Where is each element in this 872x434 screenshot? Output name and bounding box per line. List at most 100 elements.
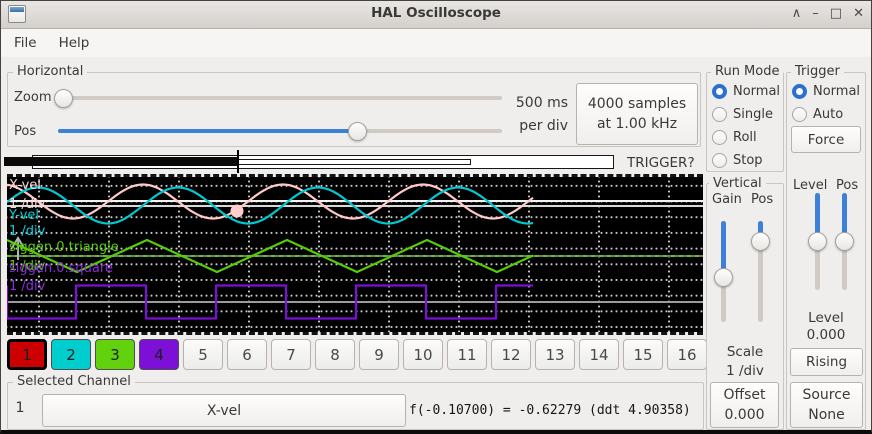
radio-label: Stop [733,153,763,168]
channel-button-2[interactable]: 2 [51,339,91,370]
offset-button[interactable]: Offset 0.000 [710,382,779,428]
radio-label: Normal [813,84,861,99]
gain-slider-fill [721,221,726,277]
trace-triangle-wave [7,238,534,274]
channel-button-16[interactable]: 16 [667,339,707,370]
channel-value-readout: f(-0.10700) = -0.62279 (ddt 4.90358) [409,403,691,418]
run-mode-single[interactable]: Single [712,107,780,122]
menu-bar: File Help [0,28,872,57]
trigger-level-fill [815,193,820,241]
zoom-slider-handle[interactable] [54,88,73,108]
run-mode-roll[interactable]: Roll [712,130,780,145]
radio-icon[interactable] [712,84,727,99]
offset-value: 0.000 [724,407,765,423]
channel-button-9[interactable]: 9 [359,339,399,370]
gain-slider-handle[interactable] [714,267,733,287]
samples-count: 4000 samples [587,96,687,112]
trigger-source-value: None [808,407,845,423]
radio-label: Auto [813,107,844,122]
vertical-pos-handle[interactable] [751,231,770,251]
offset-caption: Offset [723,387,766,403]
scope-channel-label: Y-vel [9,208,40,223]
run-mode-normal[interactable]: Normal [712,84,780,99]
app-window-icon[interactable] [8,5,26,23]
channel-button-6[interactable]: 6 [227,339,267,370]
run-mode-group-label: Run Mode [711,64,784,79]
time-per-div-line2: per div [519,118,568,134]
scope-channel-label: siggen.0.square [9,261,113,276]
pos-slider-label: Pos [14,124,37,139]
run-mode-options: Normal Single Roll Stop [712,84,780,176]
channel-button-14[interactable]: 14 [579,339,619,370]
vertical-group-label: Vertical [709,176,766,191]
trace-square-wave [7,284,533,320]
samples-button[interactable]: 4000 samples at 1.00 kHz [576,83,698,145]
radio-label: Normal [733,84,781,99]
channel-button-7[interactable]: 7 [271,339,311,370]
trigger-level-value: 0.000 [806,327,846,343]
scope-channel-label: 1 /div [9,197,46,212]
trigger-level-caption: Level [808,310,844,326]
trace-x-vel-sine [7,183,534,220]
pos-slider-handle[interactable] [348,121,367,141]
zoom-slider-track[interactable] [58,96,502,100]
pos-slider-fill [58,129,358,133]
trigger-mode-normal[interactable]: Normal [792,84,860,99]
close-icon[interactable]: ✕ [853,6,864,21]
scope-channel-label: 1 /div [9,259,46,274]
radio-icon[interactable] [712,107,727,122]
scope-channel-label: siggen.0.triangle [9,240,119,255]
menu-file[interactable]: File [14,34,37,51]
trigger-group-label: Trigger [791,64,844,79]
menu-help[interactable]: Help [58,34,90,51]
scope-channel-label: 1 /div [9,279,46,294]
selected-channel-number: 1 [15,400,25,416]
channel-name-button[interactable]: X-vel [42,394,406,427]
channel-button-4[interactable]: 4 [139,339,179,370]
maximize-icon[interactable]: □ [829,6,843,21]
gain-slider-label: Gain [712,192,742,207]
minimize-icon[interactable]: – [812,6,819,21]
trigger-level-arrow-icon [11,236,25,260]
scope-baseline [7,204,703,207]
trigger-position-tick [237,150,239,173]
vertical-pos-fill [758,221,763,241]
trigger-pos-handle[interactable] [835,231,854,251]
channel-button-10[interactable]: 10 [403,339,443,370]
vertical-pos-track[interactable] [758,221,763,322]
channel-button-5[interactable]: 5 [183,339,223,370]
record-filled-bar [4,157,238,166]
run-mode-stop[interactable]: Stop [712,153,780,168]
trigger-level-handle[interactable] [808,231,827,251]
trigger-source-button[interactable]: Source None [790,382,863,428]
vertical-pos-slider-label: Pos [751,192,774,207]
shade-window-icon[interactable]: ∧ [791,6,802,21]
trigger-edge-button[interactable]: Rising [790,348,863,376]
channel-button-11[interactable]: 11 [447,339,487,370]
record-view-window [238,159,471,165]
horizontal-group-label: Horizontal [13,64,88,79]
channel-button-8[interactable]: 8 [315,339,355,370]
zoom-slider-label: Zoom [14,90,52,105]
force-button[interactable]: Force [791,126,861,153]
radio-icon[interactable] [792,107,807,122]
samples-rate: at 1.00 kHz [596,116,678,132]
radio-icon[interactable] [792,84,807,99]
channel-button-12[interactable]: 12 [491,339,531,370]
scope-baseline [7,200,703,202]
time-per-div-line1: 500 ms [515,95,568,111]
radio-icon[interactable] [712,153,727,168]
trigger-level-slider-label: Level [793,178,828,193]
channel-button-1[interactable]: 1 [7,339,47,370]
time-per-div-value: 500 ms per div [500,95,568,134]
channel-button-13[interactable]: 13 [535,339,575,370]
channel-button-15[interactable]: 15 [623,339,663,370]
scope-traces [7,183,534,320]
selected-channel-group-label: Selected Channel [13,374,135,389]
trace-y-vel-sine [7,186,534,225]
scope-baseline [7,255,703,257]
trigger-point-dot [230,204,244,218]
trigger-mode-auto[interactable]: Auto [792,107,860,122]
radio-icon[interactable] [712,130,727,145]
channel-button-3[interactable]: 3 [95,339,135,370]
